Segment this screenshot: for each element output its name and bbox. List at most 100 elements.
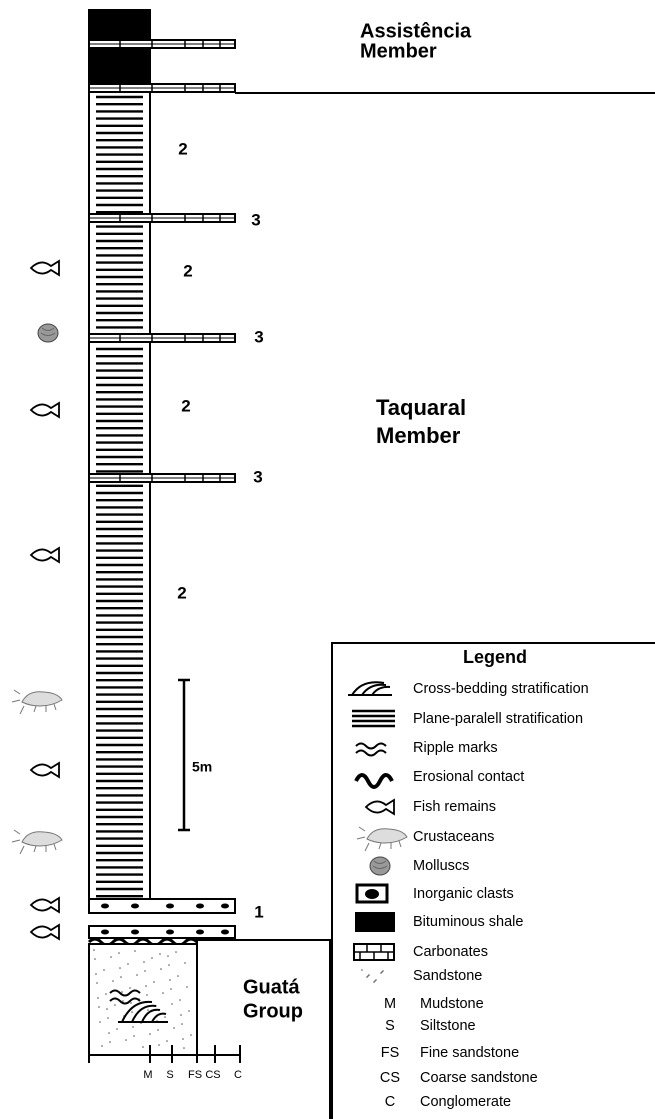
sand-grain — [162, 992, 164, 994]
sand-grain — [129, 987, 131, 989]
clast — [131, 930, 139, 935]
legend-code: M — [384, 996, 396, 1012]
sand-grain — [158, 1044, 160, 1046]
clast — [101, 930, 109, 935]
sand-grain — [190, 1034, 192, 1036]
legend-label: Plane-paralell stratification — [413, 711, 583, 727]
sand-grain — [97, 997, 99, 999]
sand-grain — [175, 951, 177, 953]
conglomerate-bed — [89, 926, 235, 938]
sand-grain — [184, 962, 186, 964]
sand-grain — [146, 994, 148, 996]
sandstone — [89, 944, 197, 1055]
sand-grain — [153, 981, 155, 983]
sand-grain — [173, 1027, 175, 1029]
facies-label: 3 — [254, 327, 263, 346]
sand-grain — [101, 1045, 103, 1047]
sand-grain — [134, 950, 136, 952]
clast — [221, 930, 229, 935]
sand-grain — [177, 975, 179, 977]
sand-grain — [144, 970, 146, 972]
legend-code: CS — [380, 1070, 400, 1086]
sand-grain — [159, 953, 161, 955]
sand-grain — [118, 952, 120, 954]
sand-grain — [95, 973, 97, 975]
facies-label: 2 — [177, 583, 186, 602]
facies-label: 2 — [181, 396, 190, 415]
sand-grain — [181, 1023, 183, 1025]
sand-grain — [107, 1017, 109, 1019]
sand-grain — [98, 1006, 100, 1008]
unit-label: Group — [243, 1000, 303, 1022]
grain-label: M — [143, 1069, 152, 1081]
legend-label: Fish remains — [413, 799, 496, 815]
sand-grain — [133, 1035, 135, 1037]
sand-grain — [164, 1016, 166, 1018]
sand-grain — [145, 985, 147, 987]
clast — [166, 904, 174, 909]
legend-label: Cross-bedding stratification — [413, 681, 589, 697]
sand-grain — [179, 999, 181, 1001]
sand-grain — [183, 1047, 185, 1049]
sand-grain — [142, 1046, 144, 1048]
sand-grain — [188, 1010, 190, 1012]
sand-grain — [96, 982, 98, 984]
sand-grain — [109, 1041, 111, 1043]
unit-label: Assistência — [360, 20, 472, 42]
sand-grain — [125, 1039, 127, 1041]
sand-grain — [160, 968, 162, 970]
unit-label: Member — [360, 40, 437, 62]
clast — [131, 904, 139, 909]
unit-label: Guatá — [243, 976, 301, 998]
conglomerate-bed — [89, 899, 235, 913]
bituminous-shale — [89, 10, 150, 92]
sand-grain — [182, 1038, 184, 1040]
sand-grain — [127, 963, 129, 965]
clast — [166, 930, 174, 935]
legend-symbol — [365, 889, 379, 899]
legend-label: Molluscs — [413, 858, 469, 874]
sand-grain — [131, 1011, 133, 1013]
sand-grain — [186, 986, 188, 988]
legend-symbol — [380, 972, 382, 974]
grain-label: S — [166, 1069, 173, 1081]
sand-grain — [114, 1004, 116, 1006]
sand-grain — [99, 1021, 101, 1023]
sand-grain — [147, 1009, 149, 1011]
legend-label: Coarse sandstone — [420, 1070, 538, 1086]
sand-grain — [116, 1028, 118, 1030]
sand-grain — [169, 979, 171, 981]
sand-grain — [149, 1033, 151, 1035]
legend-label: Conglomerate — [420, 1094, 511, 1110]
unit-label: Taquaral — [376, 395, 466, 420]
legend-symbol — [355, 912, 395, 932]
sand-grain — [105, 993, 107, 995]
sand-grain — [151, 957, 153, 959]
legend-label: Sandstone — [413, 968, 482, 984]
legend-symbol — [361, 969, 363, 971]
sand-grain — [132, 1026, 134, 1028]
legend-symbol — [373, 981, 375, 983]
sand-grain — [103, 969, 105, 971]
sand-grain — [122, 1000, 124, 1002]
legend-label: Ripple marks — [413, 740, 498, 756]
facies-label: 3 — [253, 467, 262, 486]
legend-symbol — [366, 976, 368, 978]
sand-grain — [106, 1008, 108, 1010]
legend-label: Siltstone — [420, 1018, 476, 1034]
sand-grain — [120, 976, 122, 978]
clast — [196, 904, 204, 909]
sand-grain — [108, 1032, 110, 1034]
legend-label: Inorganic clasts — [413, 886, 514, 902]
unit-label: Member — [376, 423, 461, 448]
legend-label: Bituminous shale — [413, 914, 523, 930]
sand-grain — [143, 961, 145, 963]
sand-grain — [93, 949, 95, 951]
facies-label: 1 — [254, 902, 263, 921]
facies-label: 3 — [251, 210, 260, 229]
sand-grain — [157, 1029, 159, 1031]
legend-label: Mudstone — [420, 996, 484, 1012]
sand-grain — [168, 964, 170, 966]
sand-grain — [112, 980, 114, 982]
sand-grain — [94, 958, 96, 960]
